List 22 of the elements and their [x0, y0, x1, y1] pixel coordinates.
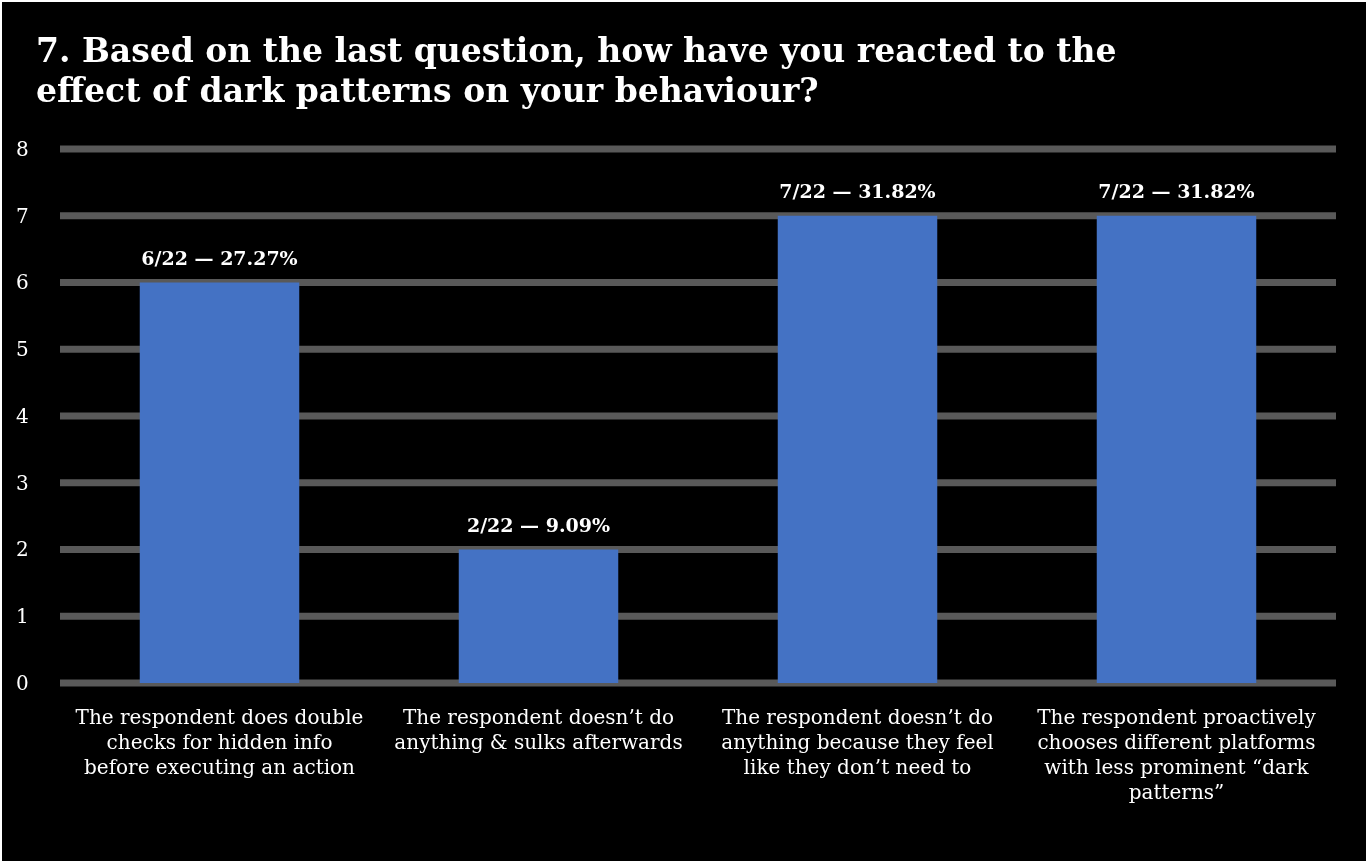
- bar: [458, 549, 619, 683]
- data-label: 6/22 — 27.27%: [141, 246, 298, 269]
- bar: [777, 215, 938, 683]
- bar: [139, 282, 300, 683]
- y-tick-label: 8: [16, 136, 29, 161]
- y-tick-label: 5: [16, 337, 29, 362]
- data-label: 7/22 — 31.82%: [1098, 179, 1255, 202]
- y-tick-label: 1: [16, 604, 29, 629]
- data-label: 2/22 — 9.09%: [466, 513, 611, 536]
- y-tick-label: 3: [16, 470, 29, 495]
- y-tick-label: 4: [16, 403, 29, 428]
- x-tick-label: The respondent proactively chooses different platforms with less prominent “dark patterns”: [1037, 705, 1317, 804]
- x-tick-label: The respondent doesn’t do anything because they feel like they don’t need to: [721, 705, 994, 779]
- y-tick-label: 7: [16, 203, 29, 228]
- y-tick-label: 6: [16, 270, 29, 295]
- data-label: 7/22 — 31.82%: [779, 179, 936, 202]
- y-tick-label: 2: [16, 537, 29, 562]
- x-tick-label: The respondent does double checks for hidden info before executing an action: [75, 705, 364, 779]
- bar: [1096, 215, 1257, 683]
- chart-title: 7. Based on the last question, how have you reacted to the effect of dark patterns on your behaviour?: [36, 31, 1117, 110]
- x-tick-label: The respondent doesn’t do anything & sulks afterwards: [394, 705, 683, 754]
- y-tick-label: 0: [16, 670, 29, 695]
